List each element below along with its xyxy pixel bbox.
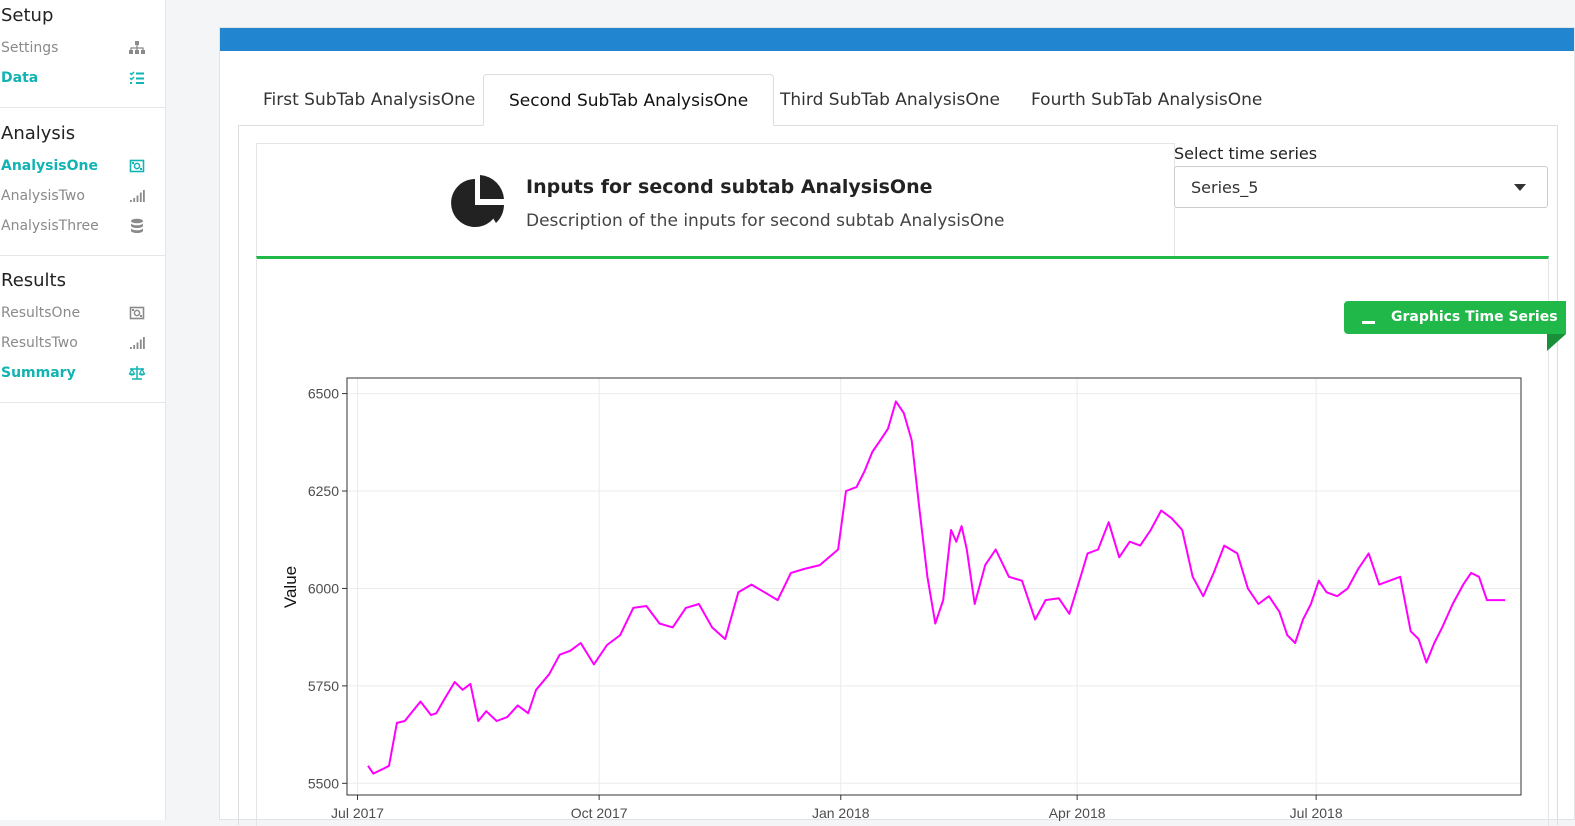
tab-first-subtab[interactable]: First SubTab AnalysisOne: [263, 90, 476, 110]
sidebar-item-summary[interactable]: Summary: [0, 361, 165, 385]
sidebar-divider: [0, 107, 165, 108]
signal-icon: [128, 334, 146, 352]
plot-border: [346, 377, 1522, 796]
x-tick-label: Jul 2018: [1290, 805, 1343, 821]
money-bill-icon: [128, 157, 146, 175]
database-icon: [128, 217, 146, 235]
inputs-title: Inputs for second subtab AnalysisOne: [526, 176, 933, 198]
sidebar-divider: [0, 402, 165, 403]
chevron-down-icon: [1514, 184, 1526, 191]
section-title-analysis: Analysis: [1, 123, 76, 144]
graphics-time-series-button[interactable]: Graphics Time Series: [1344, 301, 1566, 334]
minus-icon: [1362, 321, 1375, 324]
ribbon-fold: [1547, 334, 1566, 351]
y-tick-label: 6500: [308, 386, 339, 402]
sidebar: Setup Settings Data Analysis AnalysisOne…: [0, 0, 166, 820]
pie-chart-icon: [451, 174, 507, 235]
sidebar-item-analysisone[interactable]: AnalysisOne: [0, 154, 165, 178]
y-axis-title: Value: [281, 566, 300, 608]
signal-icon: [128, 187, 146, 205]
tab-content: [238, 125, 1558, 825]
inputs-description: Description of the inputs for second sub…: [526, 211, 1005, 231]
sidebar-item-label: Settings: [1, 40, 59, 56]
tab-fourth-subtab[interactable]: Fourth SubTab AnalysisOne: [1031, 90, 1263, 110]
sidebar-item-label: AnalysisThree: [1, 218, 99, 234]
chart-ticks: 5500 5750 6000 6250 6500 Jul 2017 Oct 2017 Jan …: [308, 386, 1343, 821]
section-title-results: Results: [1, 270, 66, 291]
ribbon-label: Graphics Time Series: [1391, 309, 1558, 325]
y-tick-label: 6000: [308, 580, 339, 596]
sidebar-item-analysisthree[interactable]: AnalysisThree: [0, 214, 165, 238]
main-panel: First SubTab AnalysisOne Second SubTab A…: [219, 27, 1575, 826]
sidebar-item-label: ResultsOne: [1, 305, 81, 321]
tab-underline: [238, 125, 1558, 126]
time-series-select[interactable]: Series_5: [1174, 166, 1548, 208]
sidebar-item-label: Data: [1, 70, 39, 86]
y-tick-label: 5750: [308, 678, 339, 694]
x-tick-label: Jul 2017: [331, 805, 384, 821]
sidebar-item-label: AnalysisTwo: [1, 188, 85, 204]
panel-header-bar: [220, 28, 1574, 51]
sidebar-item-resultsone[interactable]: ResultsOne: [0, 301, 165, 325]
x-tick-label: Oct 2017: [571, 805, 628, 821]
y-tick-label: 5500: [308, 775, 339, 791]
time-series-chart: 5500 5750 6000 6250 6500 Jul 2017 Oct 2017 Jan …: [281, 377, 1522, 821]
balance-scale-icon: [128, 364, 146, 382]
sidebar-item-settings[interactable]: Settings: [0, 36, 165, 60]
graph-box: [256, 256, 1549, 826]
money-bill-icon: [128, 304, 146, 322]
y-tick-label: 6250: [308, 483, 339, 499]
list-check-icon: [128, 69, 146, 87]
subtab-bar: First SubTab AnalysisOne Second SubTab A…: [238, 74, 1558, 126]
x-tick-label: Jan 2018: [812, 805, 870, 821]
sidebar-item-label: Summary: [1, 365, 76, 381]
section-title-setup: Setup: [1, 5, 54, 26]
sidebar-item-data[interactable]: Data: [0, 66, 165, 90]
tab-second-subtab[interactable]: Second SubTab AnalysisOne: [483, 74, 775, 126]
sidebar-item-label: ResultsTwo: [1, 335, 78, 351]
select-label: Select time series: [1174, 144, 1318, 163]
sidebar-item-resultstwo[interactable]: ResultsTwo: [0, 331, 165, 355]
chart-grid: [347, 378, 1521, 795]
sidebar-item-analysistwo[interactable]: AnalysisTwo: [0, 184, 165, 208]
series-line: [367, 400, 1506, 775]
sitemap-icon: [128, 39, 146, 57]
select-value: Series_5: [1191, 178, 1259, 197]
x-tick-label: Apr 2018: [1049, 805, 1106, 821]
tab-third-subtab[interactable]: Third SubTab AnalysisOne: [780, 90, 1000, 110]
sidebar-divider: [0, 255, 165, 256]
sidebar-item-label: AnalysisOne: [1, 158, 99, 174]
